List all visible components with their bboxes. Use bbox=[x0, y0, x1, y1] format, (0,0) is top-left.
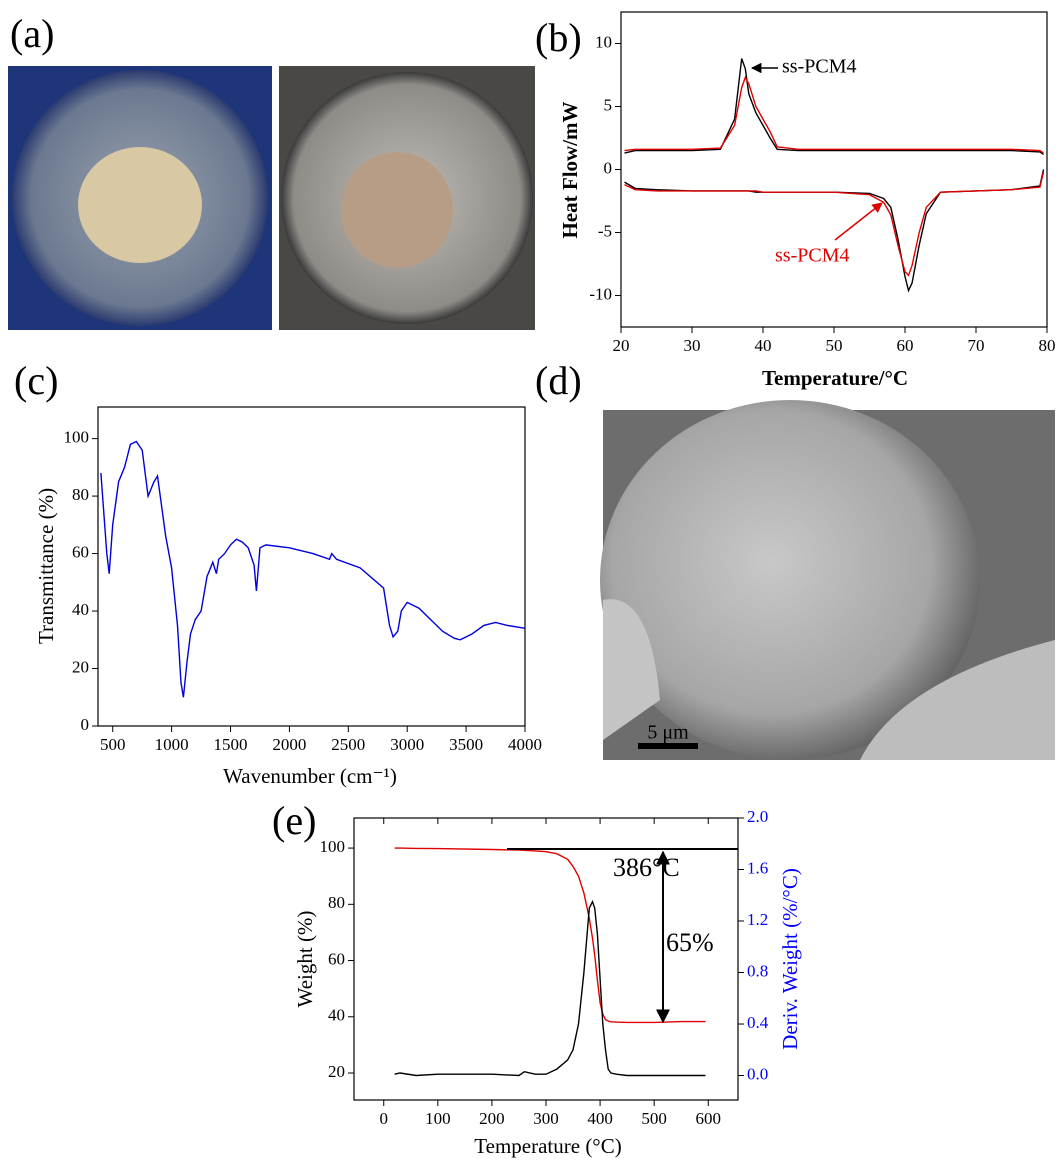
y-tick-label: 60 bbox=[328, 949, 345, 968]
x-tick-label: 60 bbox=[897, 336, 914, 355]
x-tick-label: 1000 bbox=[155, 735, 189, 754]
y-tick-label: 100 bbox=[64, 428, 90, 447]
data-line bbox=[394, 899, 706, 1077]
y2-tick-label: 0.8 bbox=[747, 961, 768, 980]
y-tick-label: 60 bbox=[72, 542, 89, 561]
y-axis-label: Heat Flow/mW bbox=[558, 101, 582, 238]
particle bbox=[603, 599, 660, 740]
plot-frame bbox=[97, 406, 526, 727]
x-tick-label: 100 bbox=[425, 1109, 451, 1128]
data-line bbox=[100, 440, 526, 698]
y-tick-label: 20 bbox=[72, 657, 89, 676]
y2-tick-label: 0.4 bbox=[747, 1013, 769, 1032]
x-tick-label: 200 bbox=[479, 1109, 505, 1128]
data-line bbox=[624, 75, 1044, 154]
panel-label: (e) bbox=[272, 798, 316, 843]
data-line bbox=[624, 169, 1045, 293]
y-tick-label: 40 bbox=[328, 1006, 345, 1025]
y-tick-label: 80 bbox=[328, 893, 345, 912]
y-tick-label: 80 bbox=[72, 485, 89, 504]
panel-label: (c) bbox=[14, 358, 58, 403]
x-tick-label: 3000 bbox=[390, 735, 424, 754]
y-tick-label: 40 bbox=[72, 600, 89, 619]
plot-frame bbox=[353, 817, 739, 1101]
panel-label: (a) bbox=[10, 11, 54, 56]
arrow bbox=[834, 202, 883, 241]
particle bbox=[860, 640, 1055, 760]
x-tick-label: 600 bbox=[696, 1109, 722, 1128]
panel-label: (b) bbox=[535, 15, 582, 60]
x-tick-label: 4000 bbox=[508, 735, 542, 754]
scale-bar-label: 5 μm bbox=[647, 722, 689, 744]
x-tick-label: 3500 bbox=[449, 735, 483, 754]
powder bbox=[78, 147, 202, 263]
particle bbox=[600, 400, 980, 760]
x-tick-label: 0 bbox=[379, 1109, 388, 1128]
y-tick-label: 10 bbox=[595, 32, 612, 51]
x-tick-label: 500 bbox=[641, 1109, 667, 1128]
annotation: 386°C bbox=[613, 853, 680, 882]
x-axis-label: Temperature (°C) bbox=[474, 1134, 621, 1158]
scale-bar bbox=[638, 743, 698, 749]
x-tick-label: 500 bbox=[100, 735, 126, 754]
annotation: 65% bbox=[666, 928, 714, 957]
x-tick-label: 400 bbox=[587, 1109, 613, 1128]
x-tick-label: 50 bbox=[826, 336, 843, 355]
x-tick-label: 70 bbox=[968, 336, 985, 355]
y-tick-label: -5 bbox=[598, 221, 612, 240]
annotation: ss-PCM4 bbox=[782, 56, 856, 78]
y-tick-label: 5 bbox=[604, 95, 613, 114]
y-axis-label: Transmittance (%) bbox=[34, 488, 58, 644]
x-tick-label: 40 bbox=[755, 336, 772, 355]
y2-tick-label: 2.0 bbox=[747, 807, 768, 826]
y-tick-label: -10 bbox=[589, 284, 612, 303]
x-tick-label: 300 bbox=[533, 1109, 559, 1128]
data-line bbox=[624, 58, 1044, 155]
x-axis-label: Temperature/°C bbox=[762, 366, 908, 390]
x-tick-label: 2000 bbox=[272, 735, 306, 754]
y-tick-label: 0 bbox=[604, 158, 613, 177]
x-tick-label: 2500 bbox=[331, 735, 365, 754]
powder bbox=[341, 152, 453, 268]
x-tick-label: 30 bbox=[684, 336, 701, 355]
annotation: ss-PCM4 bbox=[775, 245, 849, 267]
y-axis-label: Weight (%) bbox=[293, 911, 317, 1008]
y-tick-label: 20 bbox=[328, 1062, 345, 1081]
x-tick-label: 80 bbox=[1039, 336, 1056, 355]
panel-label: (d) bbox=[535, 358, 582, 403]
x-tick-label: 1500 bbox=[214, 735, 248, 754]
data-line bbox=[394, 847, 706, 1024]
y2-tick-label: 0.0 bbox=[747, 1064, 768, 1083]
y-tick-label: 0 bbox=[81, 715, 90, 734]
y2-tick-label: 1.6 bbox=[747, 858, 768, 877]
y2-axis-label: Deriv. Weight (%/°C) bbox=[778, 868, 802, 1050]
data-line bbox=[624, 171, 1045, 277]
x-axis-label: Wavenumber (cm⁻¹) bbox=[223, 764, 397, 788]
x-tick-label: 20 bbox=[613, 336, 630, 355]
y2-tick-label: 1.2 bbox=[747, 910, 768, 929]
y-tick-label: 100 bbox=[320, 837, 346, 856]
